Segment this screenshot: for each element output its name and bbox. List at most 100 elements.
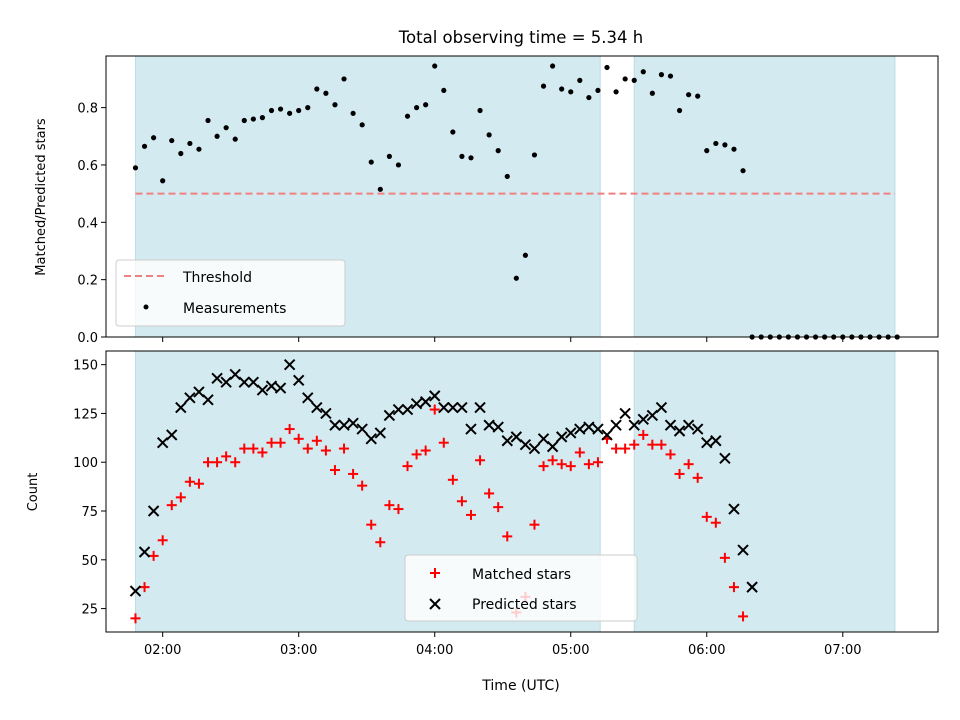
measurement-point (704, 148, 710, 154)
legend-threshold-label: Threshold (182, 270, 252, 286)
matched-star-point (157, 535, 168, 546)
matched-star-point (719, 552, 730, 563)
predicted-star-point (565, 427, 577, 439)
predicted-star-point (637, 413, 649, 426)
measurement-point (287, 110, 293, 116)
predicted-star-point (229, 368, 241, 381)
bottom-y-axis: 25 50 75 100 125 150 (73, 359, 106, 618)
predicted-star-point (374, 427, 387, 439)
matched-star-point (547, 455, 558, 466)
measurement-point (622, 76, 628, 82)
predicted-star-point (193, 386, 205, 398)
bottom-plot-frame (105, 350, 939, 633)
predicted-star-point (311, 401, 323, 414)
measurement-point (640, 69, 646, 75)
measurement-point (731, 146, 737, 152)
measurement-point (196, 146, 202, 152)
predicted-star-point (610, 419, 622, 431)
measurement-point (386, 153, 392, 159)
matched-star-point (429, 404, 440, 415)
predicted-star-point (247, 376, 260, 388)
matched-star-point (738, 611, 749, 622)
matched-star-point (175, 492, 186, 503)
predicted-star-point (655, 401, 668, 414)
predicted-star-point (292, 374, 305, 386)
predicted-star-point (528, 442, 541, 455)
legend-predicted-swatch (429, 598, 441, 610)
x-tick-label: 07:00 (824, 643, 861, 658)
measurement-point (169, 137, 175, 144)
predicted-star-point (501, 435, 513, 447)
matched-star-point (692, 472, 703, 483)
y-tick-label: 0.8 (77, 102, 98, 117)
predicted-star-point (737, 544, 749, 556)
measurement-point (658, 72, 665, 78)
measurement-point (459, 153, 465, 159)
measurement-point (722, 142, 728, 148)
matched-star-point (683, 459, 694, 470)
predicted-star-point (356, 423, 368, 435)
bottom-marks (129, 358, 758, 624)
y-tick-label: 0.2 (77, 274, 98, 289)
predicted-star-point (184, 392, 196, 404)
bottom-legend: Matched stars Predicted stars (404, 554, 638, 622)
predicted-star-point (646, 409, 659, 422)
matched-star-point (248, 443, 259, 454)
predicted-star-point (211, 372, 223, 385)
measurement-point (613, 89, 619, 95)
matched-star-point (556, 459, 567, 470)
matched-star-point (284, 424, 295, 435)
matched-star-point (710, 517, 721, 528)
measurement-point (649, 90, 655, 96)
measurement-point (568, 89, 574, 95)
measurement-point (631, 77, 637, 83)
y-tick-label: 50 (81, 554, 98, 569)
predicted-star-point (474, 401, 486, 414)
legend-matched-swatch (430, 568, 440, 578)
measurement-point (214, 133, 220, 139)
predicted-star-point (320, 407, 332, 420)
top-legend: Threshold Measurements (115, 259, 346, 327)
predicted-star-point (701, 437, 713, 449)
bottom-panel: 25 50 75 100 125 150 02:00 03:00 04:00 05:00 06:0… (26, 350, 939, 694)
measurement-point (413, 105, 420, 111)
measurement-point (259, 115, 266, 121)
predicted-star-point (138, 546, 151, 558)
matched-star-point (656, 439, 667, 450)
matched-star-point (629, 439, 640, 450)
x-tick-label: 06:00 (688, 643, 725, 658)
matched-star-point (212, 457, 223, 468)
measurement-point (550, 63, 556, 69)
predicted-star-point (673, 425, 686, 437)
predicted-star-point (410, 397, 423, 410)
measurement-point (232, 136, 238, 142)
x-tick-label: 04:00 (416, 643, 453, 658)
matched-star-point (275, 437, 286, 448)
predicted-star-point (383, 409, 396, 422)
measurement-point (695, 93, 701, 99)
predicted-star-point (456, 401, 468, 414)
predicted-star-point (202, 394, 214, 406)
matched-star-point (592, 457, 603, 468)
matched-star-point (411, 449, 422, 460)
measurement-point (486, 132, 492, 138)
measurement-point (178, 150, 184, 157)
predicted-star-point (574, 423, 586, 435)
measurement-point (132, 165, 139, 171)
predicted-star-point (175, 401, 187, 414)
matched-star-point (611, 443, 622, 454)
predicted-star-point (492, 421, 504, 433)
predicted-star-point (438, 401, 450, 414)
measurement-point (241, 117, 247, 124)
top-plot-frame (105, 55, 939, 338)
matched-star-point (728, 582, 739, 593)
matched-star-point (447, 474, 458, 485)
measurement-point (676, 107, 683, 114)
measurement-point (223, 125, 229, 131)
measurement-point (368, 159, 374, 165)
measurement-point (513, 275, 519, 281)
measurement-point (423, 102, 429, 108)
measurement-point (250, 116, 256, 122)
y-tick-label: 150 (73, 359, 98, 374)
predicted-star-point (619, 407, 631, 420)
